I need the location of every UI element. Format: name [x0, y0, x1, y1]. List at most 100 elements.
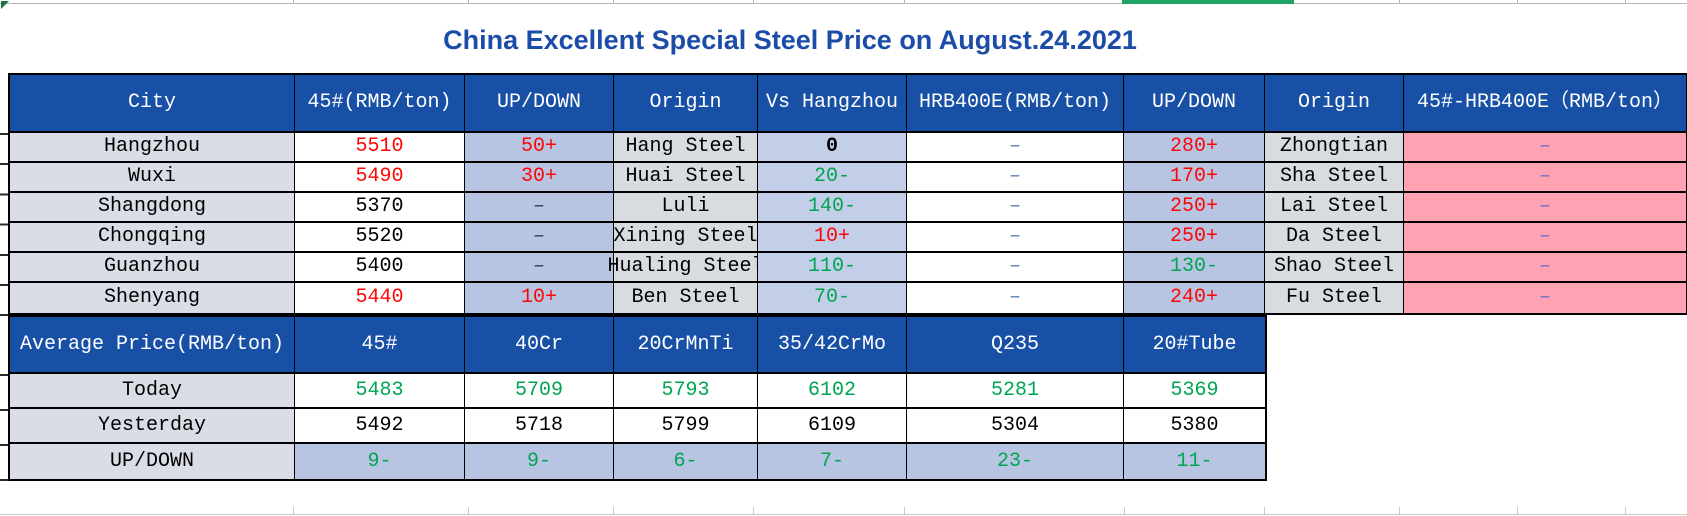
avg-header-label[interactable]: Average Price(RMB/ton): [10, 317, 295, 374]
column-header-45[interactable]: 45#(RMB/ton): [295, 75, 465, 133]
vs-hangzhou-cell[interactable]: 110-: [758, 253, 907, 283]
avg-value-cell[interactable]: 11-: [1124, 444, 1265, 479]
column-header-city[interactable]: City: [10, 75, 295, 133]
left-margin-gridlines: [0, 133, 8, 319]
origin-cell[interactable]: Ben Steel: [614, 283, 758, 313]
hrb-origin-cell[interactable]: Da Steel: [1265, 223, 1404, 253]
diff-cell[interactable]: –: [1404, 253, 1686, 283]
column-header-hrb400e[interactable]: HRB400E(RMB/ton): [907, 75, 1124, 133]
gridline-tick: [1124, 507, 1125, 515]
hrb-origin-cell[interactable]: Fu Steel: [1265, 283, 1404, 313]
avg-value-cell[interactable]: 6109: [758, 409, 907, 444]
diff-cell[interactable]: –: [1404, 133, 1686, 163]
updown-cell[interactable]: 50+: [465, 133, 614, 163]
updown-cell[interactable]: 30+: [465, 163, 614, 193]
hrb-updown-cell[interactable]: 240+: [1124, 283, 1265, 313]
avg-header-40cr[interactable]: 40Cr: [465, 317, 614, 374]
avg-row-label[interactable]: Yesterday: [10, 409, 295, 444]
vs-hangzhou-cell[interactable]: 10+: [758, 223, 907, 253]
hrb-updown-cell[interactable]: 130-: [1124, 253, 1265, 283]
vs-hangzhou-cell[interactable]: 0: [758, 133, 907, 163]
vs-hangzhou-cell[interactable]: 20-: [758, 163, 907, 193]
origin-cell[interactable]: Hualing Steel: [607, 253, 764, 283]
diff-cell[interactable]: –: [1404, 193, 1686, 223]
updown-cell[interactable]: –: [465, 223, 614, 253]
avg-value-cell[interactable]: 5709: [465, 374, 614, 409]
avg-header-20tube[interactable]: 20#Tube: [1124, 317, 1265, 374]
hrb-origin-cell[interactable]: Zhongtian: [1265, 133, 1404, 163]
city-cell[interactable]: Shangdong: [10, 193, 295, 223]
avg-value-cell[interactable]: 5369: [1124, 374, 1265, 409]
city-cell[interactable]: Wuxi: [10, 163, 295, 193]
hrb400e-cell[interactable]: –: [907, 223, 1124, 253]
column-header-updown-1[interactable]: UP/DOWN: [465, 75, 614, 133]
price-45-cell[interactable]: 5400: [295, 253, 465, 283]
avg-header-q235[interactable]: Q235: [907, 317, 1124, 374]
vs-hangzhou-cell[interactable]: 140-: [758, 193, 907, 223]
diff-cell[interactable]: –: [1404, 283, 1686, 313]
avg-header-45[interactable]: 45#: [295, 317, 465, 374]
city-cell[interactable]: Chongqing: [10, 223, 295, 253]
avg-header-20crmnti[interactable]: 20CrMnTi: [614, 317, 758, 374]
avg-value-cell[interactable]: 5793: [614, 374, 758, 409]
hrb-origin-cell[interactable]: Shao Steel: [1265, 253, 1404, 283]
hrb-updown-cell[interactable]: 250+: [1124, 193, 1265, 223]
column-header-diff[interactable]: 45#-HRB400E（RMB/ton）: [1404, 75, 1686, 133]
column-header-updown-2[interactable]: UP/DOWN: [1124, 75, 1265, 133]
avg-value-cell[interactable]: 5492: [295, 409, 465, 444]
avg-value-cell[interactable]: 6102: [758, 374, 907, 409]
city-cell[interactable]: Shenyang: [10, 283, 295, 313]
avg-value-cell[interactable]: 7-: [758, 444, 907, 479]
avg-row-label[interactable]: Today: [10, 374, 295, 409]
avg-value-cell[interactable]: 9-: [295, 444, 465, 479]
hrb-updown-cell[interactable]: 170+: [1124, 163, 1265, 193]
page-title: China Excellent Special Steel Price on A…: [443, 25, 1137, 55]
hrb400e-cell[interactable]: –: [907, 133, 1124, 163]
hrb-updown-cell[interactable]: 250+: [1124, 223, 1265, 253]
price-45-cell[interactable]: 5440: [295, 283, 465, 313]
gridline-tick: [753, 0, 754, 4]
hrb400e-cell[interactable]: –: [907, 283, 1124, 313]
avg-value-cell[interactable]: 5304: [907, 409, 1124, 444]
title-cell[interactable]: China Excellent Special Steel Price on A…: [8, 8, 1684, 73]
hrb-origin-cell[interactable]: Lai Steel: [1265, 193, 1404, 223]
avg-value-cell[interactable]: 5799: [614, 409, 758, 444]
avg-value-cell[interactable]: 5483: [295, 374, 465, 409]
column-header-origin-2[interactable]: Origin: [1265, 75, 1404, 133]
column-header-vs-hangzhou[interactable]: Vs Hangzhou: [758, 75, 907, 133]
gridline-tick: [904, 507, 905, 515]
avg-value-cell[interactable]: 23-: [907, 444, 1124, 479]
avg-value-cell[interactable]: 5380: [1124, 409, 1265, 444]
avg-value-cell[interactable]: 5281: [907, 374, 1124, 409]
city-cell[interactable]: Guanzhou: [10, 253, 295, 283]
avg-value-cell[interactable]: 6-: [614, 444, 758, 479]
city-cell[interactable]: Hangzhou: [10, 133, 295, 163]
diff-cell[interactable]: –: [1404, 163, 1686, 193]
hrb400e-cell[interactable]: –: [907, 253, 1124, 283]
hrb400e-cell[interactable]: –: [907, 163, 1124, 193]
price-45-cell[interactable]: 5510: [295, 133, 465, 163]
avg-value-cell[interactable]: 5718: [465, 409, 614, 444]
avg-header-3542crmo[interactable]: 35/42CrMo: [758, 317, 907, 374]
vs-hangzhou-cell[interactable]: 70-: [758, 283, 907, 313]
price-45-cell[interactable]: 5520: [295, 223, 465, 253]
top-gridline: [0, 3, 1687, 4]
price-45-cell[interactable]: 5370: [295, 193, 465, 223]
updown-cell[interactable]: –: [465, 253, 614, 283]
hrb400e-cell[interactable]: –: [907, 193, 1124, 223]
origin-cell[interactable]: Huai Steel: [614, 163, 758, 193]
column-header-origin-1[interactable]: Origin: [614, 75, 758, 133]
updown-cell[interactable]: 10+: [465, 283, 614, 313]
gridline-tick: [468, 0, 469, 4]
origin-cell[interactable]: Luli: [614, 193, 758, 223]
origin-cell[interactable]: Hang Steel: [614, 133, 758, 163]
price-45-cell[interactable]: 5490: [295, 163, 465, 193]
hrb-updown-cell[interactable]: 280+: [1124, 133, 1265, 163]
avg-value-cell[interactable]: 9-: [465, 444, 614, 479]
avg-row-label[interactable]: UP/DOWN: [10, 444, 295, 479]
updown-cell[interactable]: –: [465, 193, 614, 223]
diff-cell[interactable]: –: [1404, 223, 1686, 253]
origin-cell[interactable]: Xining Steel: [613, 223, 758, 253]
hrb-origin-cell[interactable]: Sha Steel: [1265, 163, 1404, 193]
